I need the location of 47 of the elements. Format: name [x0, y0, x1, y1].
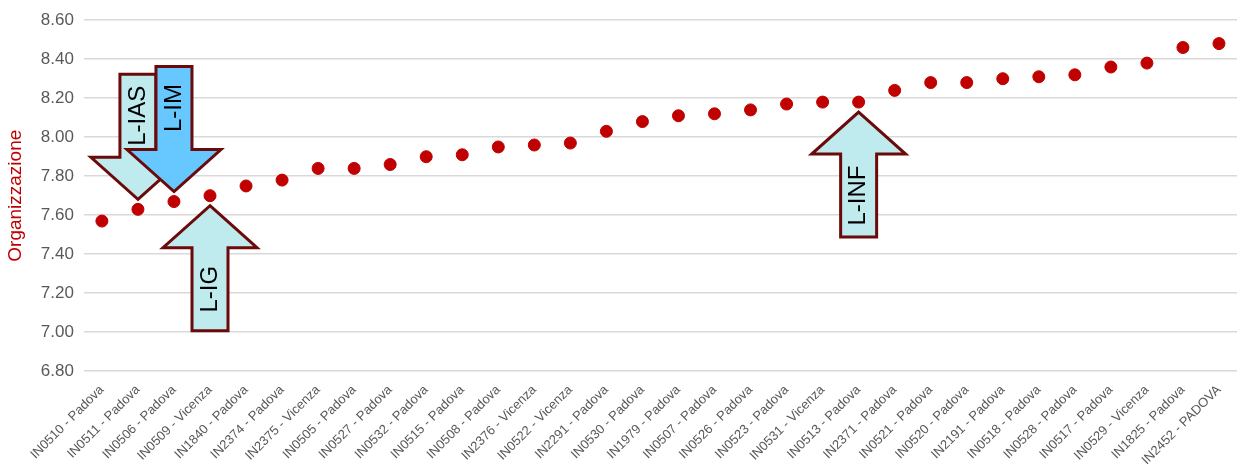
y-tick-label: 8.60 [40, 9, 74, 29]
point [1176, 41, 1190, 54]
y-tick-label: 7.20 [40, 282, 74, 302]
y-tick-label: 7.60 [40, 204, 74, 224]
point [744, 103, 758, 117]
point [1104, 60, 1118, 74]
y-tick-label: 7.00 [40, 321, 74, 341]
y-tick-label: 8.40 [40, 48, 74, 68]
point [311, 161, 325, 175]
point [95, 214, 109, 228]
point [708, 107, 721, 121]
y-axis-title: Organizzazione [3, 129, 25, 262]
point [635, 115, 649, 129]
y-tick-label: 8.00 [40, 126, 74, 146]
y-tick-label: 6.80 [40, 360, 74, 380]
annotation: L-IAS [122, 85, 150, 146]
point [167, 195, 181, 209]
point [563, 136, 577, 150]
point [599, 124, 613, 138]
y-tick-label: 7.40 [40, 243, 74, 263]
point [1212, 37, 1226, 51]
point [924, 76, 938, 90]
annotation: L-INF [843, 165, 871, 226]
point [960, 76, 974, 90]
point [383, 158, 397, 171]
annotation: L-IG [194, 265, 222, 313]
point [491, 140, 505, 154]
y-tick-label: 8.20 [40, 87, 74, 107]
point [816, 95, 830, 109]
point [239, 179, 253, 193]
point [419, 150, 433, 164]
y-tick-label: 7.80 [40, 165, 74, 185]
point [780, 97, 794, 111]
annotation: L-IM [158, 84, 186, 133]
point [996, 72, 1010, 86]
point [131, 202, 145, 216]
point [1032, 70, 1046, 84]
point [671, 109, 685, 123]
point [455, 148, 469, 162]
point [347, 161, 361, 175]
point [852, 95, 866, 109]
point [275, 173, 289, 187]
point [1068, 68, 1082, 82]
point [203, 189, 217, 203]
point [1140, 56, 1154, 70]
point [888, 83, 902, 97]
point [527, 138, 541, 152]
